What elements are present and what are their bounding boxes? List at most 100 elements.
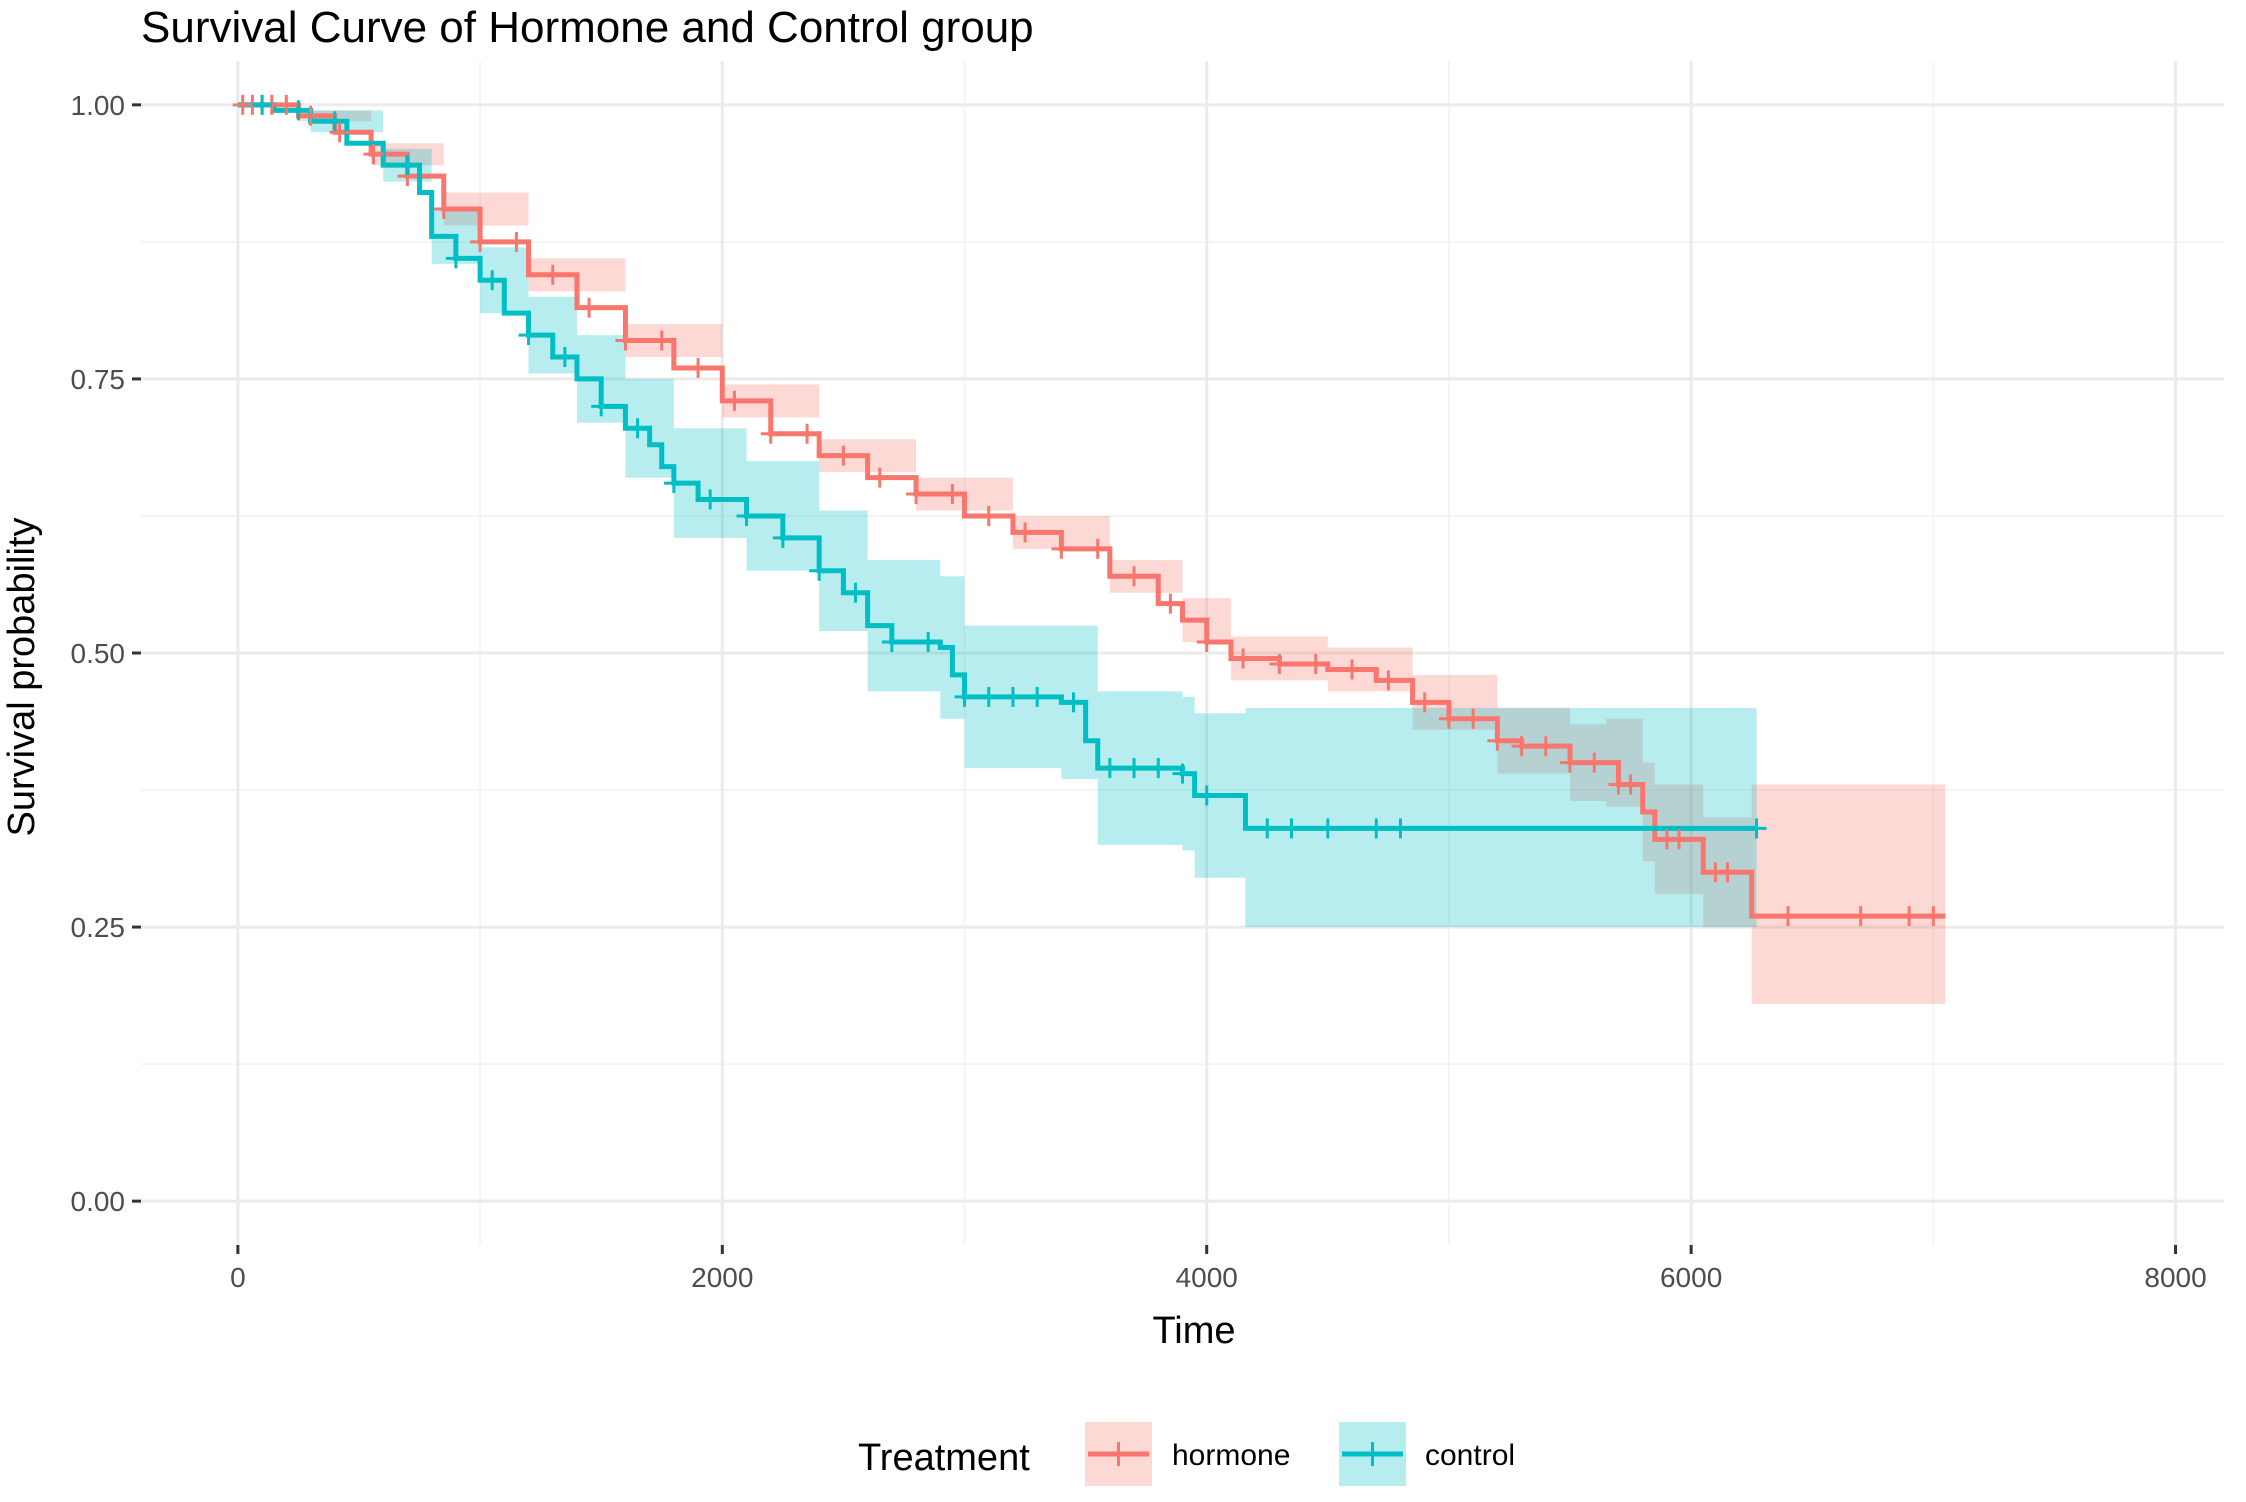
hormone-censor-mark bbox=[1124, 566, 1145, 587]
control-censor-mark bbox=[554, 347, 575, 367]
hormone-censor-mark bbox=[542, 264, 563, 285]
hormone-censor-mark bbox=[942, 484, 963, 505]
hormone-censor-mark bbox=[1584, 752, 1605, 773]
hormone-censor-mark bbox=[651, 330, 672, 351]
hormone-censor-mark bbox=[615, 330, 636, 351]
hormone-censor-mark bbox=[1414, 692, 1435, 713]
control-censor-mark bbox=[445, 248, 466, 269]
hormone-censor-mark bbox=[1015, 522, 1036, 543]
control-censor-mark bbox=[918, 632, 939, 653]
control-censor-mark bbox=[591, 396, 612, 417]
control-censor-mark bbox=[1366, 818, 1387, 839]
control-censor-mark bbox=[1196, 785, 1217, 806]
hormone-censor-mark bbox=[579, 297, 600, 318]
confidence-bands bbox=[237, 104, 1946, 1004]
hormone-censor-mark bbox=[797, 423, 818, 444]
hormone-censor-mark bbox=[978, 505, 999, 526]
legend-item-control: control bbox=[1339, 1422, 1515, 1486]
control-censor-mark bbox=[845, 582, 866, 603]
control-censor-mark bbox=[954, 686, 975, 707]
x-axis-title: Time bbox=[1152, 1310, 1235, 1352]
hormone-censor-mark bbox=[1438, 708, 1459, 729]
hormone-censor-mark bbox=[1487, 730, 1508, 751]
control-censor-mark bbox=[324, 111, 345, 132]
x-tick-label: 4000 bbox=[1176, 1262, 1238, 1293]
hormone-censor-mark bbox=[1850, 906, 1871, 927]
control-censor-mark bbox=[1746, 818, 1767, 839]
control-censor-mark bbox=[1390, 818, 1411, 839]
hormone-censor-mark bbox=[470, 231, 491, 252]
x-tick-label: 0 bbox=[230, 1262, 246, 1293]
hormone-censor-mark bbox=[1669, 829, 1690, 850]
hormone-censor-mark bbox=[276, 94, 297, 115]
hormone-censor-mark bbox=[1087, 538, 1108, 559]
hormone-censor-mark bbox=[1463, 708, 1484, 729]
hormone-censor-mark bbox=[869, 467, 890, 488]
x-tick-label: 2000 bbox=[691, 1262, 753, 1293]
hormone-censor-mark bbox=[906, 484, 927, 505]
control-censor-mark bbox=[397, 155, 418, 176]
legend-items: hormone control bbox=[1085, 1422, 1515, 1486]
control-censor-mark bbox=[1281, 818, 1302, 839]
hormone-censor-mark bbox=[688, 357, 709, 378]
hormone-censor-mark bbox=[363, 144, 384, 165]
hormone-censor-mark bbox=[724, 390, 745, 411]
y-axis-title: Survival probability bbox=[1, 518, 43, 837]
hormone-censor-mark bbox=[833, 445, 854, 466]
control-censor-mark bbox=[1124, 758, 1145, 779]
censor-marks bbox=[232, 94, 1944, 927]
control-censor-mark bbox=[1002, 686, 1023, 707]
hormone-censor-mark bbox=[1560, 752, 1581, 773]
x-tick-label: 6000 bbox=[1660, 1262, 1722, 1293]
y-tick-label: 0.50 bbox=[71, 638, 126, 669]
control-censor-mark bbox=[772, 527, 793, 548]
x-tick-label: 8000 bbox=[2144, 1262, 2206, 1293]
hormone-censor-mark bbox=[1778, 906, 1799, 927]
legend-title: Treatment bbox=[858, 1437, 1030, 1479]
major-gridlines bbox=[141, 61, 2224, 1245]
hormone-censor-mark bbox=[1160, 593, 1181, 614]
hormone-censor-mark bbox=[329, 122, 350, 143]
hormone-censor-mark bbox=[433, 199, 454, 219]
minor-gridlines bbox=[141, 61, 2224, 1245]
control-censor-mark bbox=[1063, 692, 1084, 713]
control-censor-mark bbox=[881, 632, 902, 653]
legend-label-hormone: hormone bbox=[1172, 1439, 1290, 1472]
control-censor-mark bbox=[627, 418, 648, 439]
x-axis-ticks: 0 2000 4000 6000 8000 bbox=[230, 1245, 2207, 1293]
hormone-censor-mark bbox=[1717, 862, 1738, 883]
control-censor-mark bbox=[1172, 763, 1193, 784]
control-censor-mark bbox=[288, 100, 309, 121]
y-tick-label: 0.00 bbox=[71, 1186, 126, 1217]
hormone-confidence-band bbox=[237, 104, 1946, 1004]
hormone-censor-mark bbox=[1051, 538, 1072, 559]
control-censor-mark bbox=[736, 505, 757, 526]
control-censor-mark bbox=[1099, 758, 1120, 779]
control-censor-mark bbox=[1257, 818, 1278, 839]
control-censor-mark bbox=[1148, 758, 1169, 779]
y-tick-label: 1.00 bbox=[71, 90, 126, 121]
control-censor-mark bbox=[252, 94, 273, 115]
control-censor-mark bbox=[663, 473, 684, 494]
hormone-censor-mark bbox=[1511, 736, 1532, 757]
hormone-censor-mark bbox=[1378, 670, 1399, 691]
hormone-censor-mark bbox=[1269, 653, 1290, 674]
legend-item-hormone: hormone bbox=[1085, 1422, 1290, 1486]
control-censor-mark bbox=[978, 686, 999, 707]
hormone-censor-mark bbox=[1899, 906, 1920, 927]
hormone-censor-mark bbox=[506, 231, 527, 252]
legend: Treatment hormone control bbox=[858, 1422, 1515, 1486]
control-censor-mark bbox=[1317, 818, 1338, 839]
legend-label-control: control bbox=[1425, 1439, 1515, 1472]
control-censor-mark bbox=[482, 270, 503, 291]
hormone-censor-mark bbox=[1342, 659, 1363, 680]
y-tick-label: 0.25 bbox=[71, 912, 126, 943]
hormone-censor-mark bbox=[1923, 906, 1944, 927]
y-tick-label: 0.75 bbox=[71, 364, 126, 395]
control-confidence-band bbox=[237, 104, 1757, 928]
hormone-censor-mark bbox=[1535, 736, 1556, 757]
hormone-censor-mark bbox=[1233, 648, 1254, 669]
hormone-censor-mark bbox=[1196, 632, 1217, 653]
control-censor-mark bbox=[1027, 686, 1048, 707]
